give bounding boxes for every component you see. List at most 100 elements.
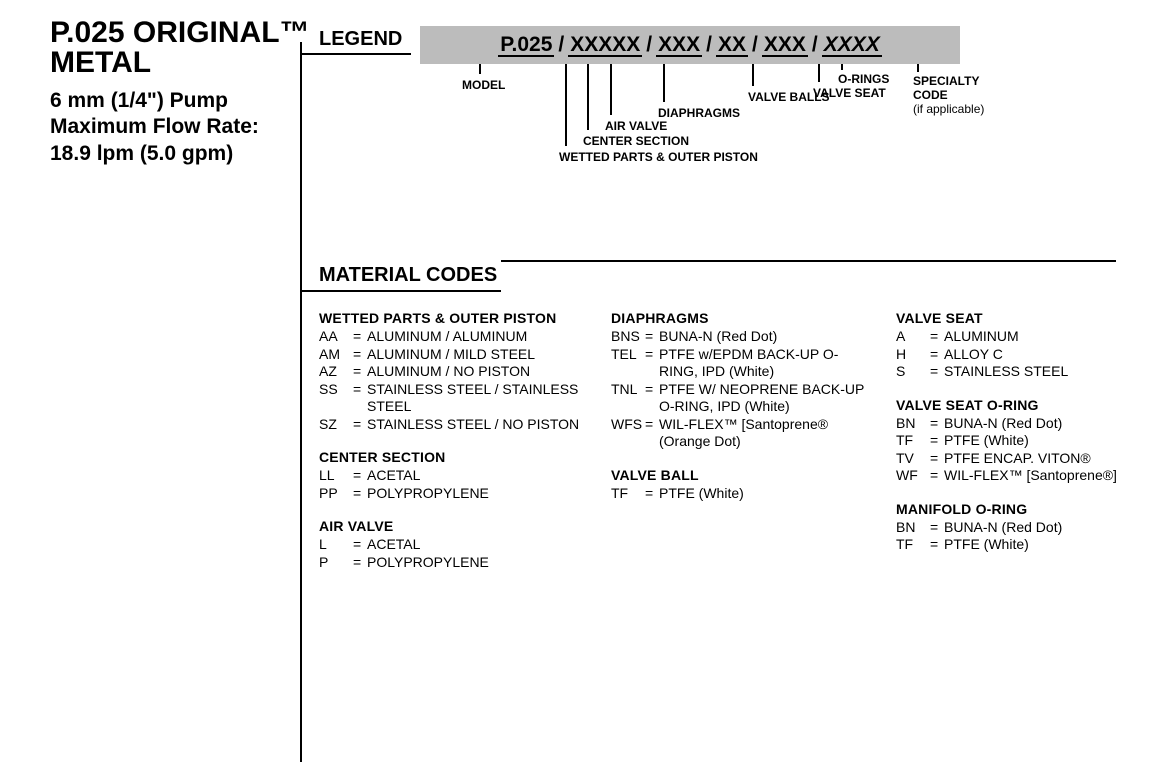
- legend-label: SPECIALTYCODE(if applicable): [913, 74, 984, 116]
- title-line1: P.025 ORIGINAL™: [50, 16, 310, 49]
- material-row: AA=ALUMINUM / ALUMINUM: [319, 328, 581, 346]
- equals-sign: =: [353, 536, 367, 554]
- legend-slash: /: [812, 33, 818, 57]
- material-row: TF=PTFE (White): [896, 536, 1156, 554]
- material-group-title: VALVE BALL: [611, 467, 866, 483]
- equals-sign: =: [930, 346, 944, 364]
- legend-segment: XXXX: [822, 34, 882, 57]
- material-code: WF: [896, 467, 930, 485]
- material-row: WF=WIL-FLEX™ [Santoprene®]: [896, 467, 1156, 485]
- legend-tick: [818, 64, 820, 82]
- material-code: SZ: [319, 416, 353, 434]
- material-code: AA: [319, 328, 353, 346]
- legend-label: WETTED PARTS & OUTER PISTON: [559, 150, 758, 164]
- legend-slash: /: [706, 33, 712, 57]
- material-code: H: [896, 346, 930, 364]
- material-desc: POLYPROPYLENE: [367, 554, 581, 572]
- material-group: VALVE BALL TF=PTFE (White): [611, 467, 866, 503]
- equals-sign: =: [930, 519, 944, 537]
- material-code: A: [896, 328, 930, 346]
- sub-line1: 6 mm (1/4") Pump: [50, 88, 310, 114]
- material-codes: WETTED PARTS & OUTER PISTONAA=ALUMINUM /…: [319, 310, 1119, 587]
- material-desc: STAINLESS STEEL: [944, 363, 1156, 381]
- material-row: L=ACETAL: [319, 536, 581, 554]
- material-group: AIR VALVEL=ACETALP=POLYPROPYLENE: [319, 518, 581, 571]
- material-row: TF=PTFE (White): [896, 432, 1156, 450]
- material-row: AZ=ALUMINUM / NO PISTON: [319, 363, 581, 381]
- material-group-title: VALVE SEAT O-RING: [896, 397, 1156, 413]
- title: P.025 ORIGINAL™ METAL: [50, 18, 310, 78]
- material-desc: BUNA-N (Red Dot): [944, 415, 1156, 433]
- material-desc: STAINLESS STEEL / NO PISTON: [367, 416, 581, 434]
- legend-segment: XXXXX: [568, 34, 642, 57]
- material-row: PP=POLYPROPYLENE: [319, 485, 581, 503]
- material-row: LL=ACETAL: [319, 467, 581, 485]
- material-desc: WIL-FLEX™ [Santoprene® (Orange Dot): [659, 416, 866, 451]
- equals-sign: =: [645, 485, 659, 503]
- legend-tick: [841, 64, 843, 70]
- material-desc: ALUMINUM / ALUMINUM: [367, 328, 581, 346]
- equals-sign: =: [353, 328, 367, 346]
- material-group: DIAPHRAGMSBNS=BUNA-N (Red Dot)TEL=PTFE w…: [611, 310, 866, 451]
- title-line2: METAL: [50, 46, 151, 79]
- material-code: SS: [319, 381, 353, 399]
- equals-sign: =: [353, 416, 367, 434]
- legend-segment: P.025: [498, 34, 554, 57]
- material-desc: ALUMINUM: [944, 328, 1156, 346]
- legend-label: AIR VALVE: [605, 119, 667, 133]
- legend-rule: [301, 53, 411, 55]
- material-desc: BUNA-N (Red Dot): [659, 328, 866, 346]
- material-group-title: WETTED PARTS & OUTER PISTON: [319, 310, 581, 326]
- equals-sign: =: [930, 467, 944, 485]
- material-desc: ACETAL: [367, 467, 581, 485]
- legend-segment: XX: [716, 34, 748, 57]
- legend-slash: /: [558, 33, 564, 57]
- material-code: AZ: [319, 363, 353, 381]
- material-code: TNL: [611, 381, 645, 399]
- equals-sign: =: [353, 381, 367, 399]
- equals-sign: =: [645, 381, 659, 399]
- material-row: BNS=BUNA-N (Red Dot): [611, 328, 866, 346]
- material-row: A=ALUMINUM: [896, 328, 1156, 346]
- legend-labels: MODELWETTED PARTS & OUTER PISTONCENTER S…: [420, 64, 1120, 204]
- material-group: MANIFOLD O-RING BN=BUNA-N (Red Dot)TF=PTF…: [896, 501, 1156, 554]
- material-row: SZ=STAINLESS STEEL / NO PISTON: [319, 416, 581, 434]
- equals-sign: =: [353, 554, 367, 572]
- equals-sign: =: [930, 363, 944, 381]
- equals-sign: =: [353, 363, 367, 381]
- legend-tick: [479, 64, 481, 74]
- legend-tick: [663, 64, 665, 102]
- material-row: SS=STAINLESS STEEL / STAINLESS STEEL: [319, 381, 581, 416]
- material-group: WETTED PARTS & OUTER PISTONAA=ALUMINUM /…: [319, 310, 581, 433]
- material-top-rule: [501, 260, 1116, 262]
- material-group-title: DIAPHRAGMS: [611, 310, 866, 326]
- material-desc: ALUMINUM / MILD STEEL: [367, 346, 581, 364]
- equals-sign: =: [353, 346, 367, 364]
- equals-sign: =: [930, 328, 944, 346]
- material-column: VALVE SEATA=ALUMINUMH=ALLOY CS=STAINLESS…: [896, 310, 1156, 587]
- material-row: P=POLYPROPYLENE: [319, 554, 581, 572]
- material-desc: PTFE (White): [944, 432, 1156, 450]
- equals-sign: =: [930, 450, 944, 468]
- material-row: BN=BUNA-N (Red Dot): [896, 519, 1156, 537]
- material-desc: PTFE (White): [659, 485, 866, 503]
- subtitle: 6 mm (1/4") Pump Maximum Flow Rate: 18.9…: [50, 88, 310, 167]
- legend-tick: [587, 64, 589, 130]
- legend-heading: LEGEND: [319, 28, 402, 51]
- material-desc: PTFE W/ NEOPRENE BACK-UP O-RING, IPD (Wh…: [659, 381, 866, 416]
- legend-label: O-RINGS: [838, 72, 889, 86]
- equals-sign: =: [353, 485, 367, 503]
- material-code: TF: [896, 536, 930, 554]
- material-desc: PTFE ENCAP. VITON®: [944, 450, 1156, 468]
- material-group-title: CENTER SECTION: [319, 449, 581, 465]
- material-group-title: VALVE SEAT: [896, 310, 1156, 326]
- material-group-title: MANIFOLD O-RING: [896, 501, 1156, 517]
- material-code: LL: [319, 467, 353, 485]
- material-code: P: [319, 554, 353, 572]
- material-code: TV: [896, 450, 930, 468]
- material-group: VALVE SEAT O-RINGBN=BUNA-N (Red Dot)TF=P…: [896, 397, 1156, 485]
- material-row: AM=ALUMINUM / MILD STEEL: [319, 346, 581, 364]
- material-code: L: [319, 536, 353, 554]
- legend-segment: XXX: [762, 34, 808, 57]
- material-row: TF=PTFE (White): [611, 485, 866, 503]
